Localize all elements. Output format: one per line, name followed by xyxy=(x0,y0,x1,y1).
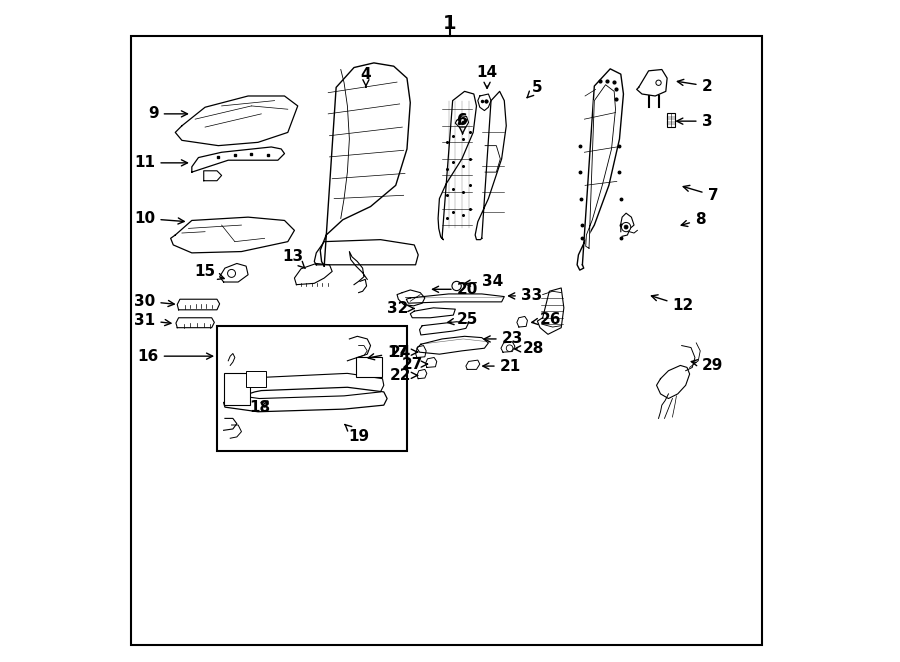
Text: 18: 18 xyxy=(249,400,271,414)
Text: 32: 32 xyxy=(387,301,414,316)
Polygon shape xyxy=(577,69,624,270)
Polygon shape xyxy=(466,360,480,369)
Polygon shape xyxy=(475,91,507,240)
Polygon shape xyxy=(220,263,248,282)
Bar xyxy=(356,357,382,377)
Text: 28: 28 xyxy=(515,342,544,356)
Polygon shape xyxy=(225,373,383,399)
Text: 11: 11 xyxy=(134,156,187,170)
Text: 29: 29 xyxy=(691,358,723,373)
Text: 33: 33 xyxy=(508,289,542,303)
Bar xyxy=(246,371,266,387)
Text: 21: 21 xyxy=(482,359,521,373)
Text: 6: 6 xyxy=(457,113,468,134)
Text: 20: 20 xyxy=(433,282,478,297)
Polygon shape xyxy=(478,94,491,111)
Text: 22: 22 xyxy=(390,368,418,383)
Text: 13: 13 xyxy=(282,249,305,268)
Polygon shape xyxy=(406,294,504,303)
Text: 25: 25 xyxy=(447,312,478,327)
Polygon shape xyxy=(410,308,455,318)
Text: 16: 16 xyxy=(138,349,212,363)
Circle shape xyxy=(624,225,628,229)
Text: 27: 27 xyxy=(402,357,428,371)
Text: 34: 34 xyxy=(464,274,503,289)
Text: 12: 12 xyxy=(652,295,694,313)
Polygon shape xyxy=(636,70,667,96)
Text: 10: 10 xyxy=(134,211,184,226)
Text: 23: 23 xyxy=(484,332,523,346)
Text: 8: 8 xyxy=(681,213,706,227)
Text: 14: 14 xyxy=(476,66,498,88)
Polygon shape xyxy=(438,91,476,240)
Text: 30: 30 xyxy=(134,294,175,308)
Polygon shape xyxy=(416,346,427,357)
Polygon shape xyxy=(419,322,469,335)
Text: 3: 3 xyxy=(677,114,712,128)
Polygon shape xyxy=(192,147,284,172)
Polygon shape xyxy=(223,387,387,412)
Polygon shape xyxy=(177,299,220,310)
Polygon shape xyxy=(656,365,689,399)
Polygon shape xyxy=(203,171,221,181)
Polygon shape xyxy=(586,85,616,248)
Polygon shape xyxy=(417,369,427,379)
Text: 24: 24 xyxy=(390,345,418,359)
Circle shape xyxy=(622,222,631,232)
Text: 4: 4 xyxy=(361,67,371,87)
Circle shape xyxy=(507,345,513,352)
Polygon shape xyxy=(517,316,527,327)
Bar xyxy=(223,373,250,405)
Text: 7: 7 xyxy=(683,185,718,203)
Polygon shape xyxy=(176,318,214,328)
Circle shape xyxy=(452,281,462,291)
Polygon shape xyxy=(171,217,294,253)
Circle shape xyxy=(656,80,662,85)
Polygon shape xyxy=(417,336,489,354)
Text: 1: 1 xyxy=(443,14,457,32)
Text: 31: 31 xyxy=(134,313,171,328)
Polygon shape xyxy=(176,96,298,146)
Polygon shape xyxy=(320,63,410,266)
Text: 5: 5 xyxy=(527,80,543,98)
Polygon shape xyxy=(501,342,515,352)
Text: 15: 15 xyxy=(194,264,224,279)
Text: 9: 9 xyxy=(148,107,187,121)
Text: 2: 2 xyxy=(678,79,712,93)
Polygon shape xyxy=(314,240,418,265)
Circle shape xyxy=(228,269,236,277)
Polygon shape xyxy=(397,290,425,306)
Polygon shape xyxy=(426,357,436,367)
Polygon shape xyxy=(455,116,469,127)
Polygon shape xyxy=(294,263,332,285)
Text: 26: 26 xyxy=(532,312,561,327)
Text: 19: 19 xyxy=(345,424,369,444)
Text: 17: 17 xyxy=(368,345,409,359)
Bar xyxy=(667,113,675,127)
Bar xyxy=(217,326,407,451)
Polygon shape xyxy=(537,288,564,334)
